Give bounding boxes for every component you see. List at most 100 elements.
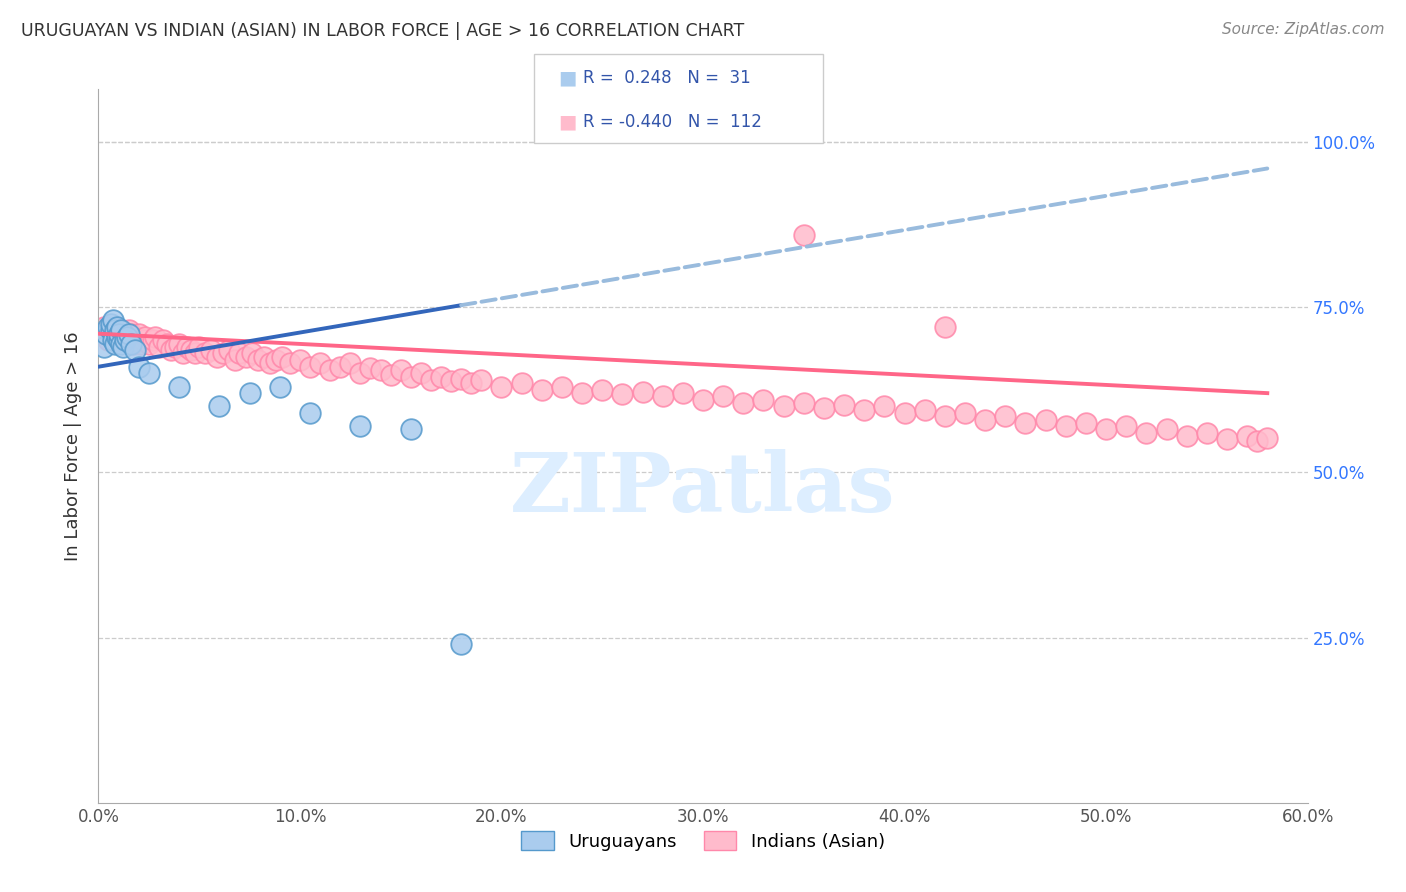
Point bbox=[389, 363, 412, 377]
Point bbox=[934, 409, 956, 424]
Point bbox=[134, 330, 156, 344]
Text: ■: ■ bbox=[558, 112, 576, 132]
Point bbox=[194, 346, 217, 360]
Point bbox=[184, 346, 207, 360]
Point bbox=[793, 396, 815, 410]
Point bbox=[460, 376, 482, 391]
Point bbox=[1156, 422, 1178, 436]
Point bbox=[571, 386, 593, 401]
Point bbox=[914, 402, 936, 417]
Point bbox=[120, 326, 142, 341]
Point bbox=[163, 340, 186, 354]
Point bbox=[1135, 425, 1157, 440]
Point bbox=[1216, 433, 1239, 447]
Point bbox=[1246, 434, 1268, 448]
Point bbox=[118, 323, 141, 337]
Point bbox=[105, 320, 128, 334]
Point bbox=[813, 401, 835, 415]
Point bbox=[111, 333, 134, 347]
Point bbox=[107, 326, 129, 341]
Point bbox=[129, 336, 152, 351]
Point bbox=[176, 340, 198, 354]
Point bbox=[115, 333, 138, 347]
Point bbox=[380, 368, 402, 382]
Point bbox=[160, 343, 183, 358]
Point bbox=[934, 320, 956, 334]
Point bbox=[93, 320, 115, 334]
Point bbox=[97, 320, 120, 334]
Point bbox=[349, 419, 371, 434]
Point bbox=[212, 346, 235, 360]
Point bbox=[1074, 416, 1097, 430]
Point bbox=[100, 323, 122, 337]
Point bbox=[1115, 419, 1137, 434]
Point bbox=[100, 317, 122, 331]
Point bbox=[188, 340, 211, 354]
Point bbox=[264, 353, 287, 368]
Point bbox=[110, 330, 132, 344]
Point bbox=[530, 383, 553, 397]
Point bbox=[450, 637, 472, 651]
Point bbox=[269, 379, 291, 393]
Point bbox=[240, 346, 263, 360]
Point bbox=[339, 356, 361, 370]
Point bbox=[118, 330, 141, 344]
Point bbox=[107, 333, 129, 347]
Point bbox=[228, 346, 250, 360]
Point bbox=[370, 363, 392, 377]
Point bbox=[152, 333, 174, 347]
Point bbox=[101, 313, 124, 327]
Point bbox=[772, 400, 794, 414]
Point bbox=[107, 323, 129, 337]
Point bbox=[399, 422, 422, 436]
Point bbox=[612, 387, 634, 401]
Point bbox=[148, 340, 170, 354]
Point bbox=[270, 350, 292, 364]
Point bbox=[200, 343, 222, 358]
Point bbox=[93, 340, 115, 354]
Point bbox=[101, 333, 124, 347]
Point bbox=[96, 326, 118, 341]
Point bbox=[100, 323, 122, 337]
Text: URUGUAYAN VS INDIAN (ASIAN) IN LABOR FORCE | AGE > 16 CORRELATION CHART: URUGUAYAN VS INDIAN (ASIAN) IN LABOR FOR… bbox=[21, 22, 744, 40]
Point bbox=[172, 346, 194, 360]
Point bbox=[711, 389, 734, 403]
Point bbox=[156, 336, 179, 351]
Y-axis label: In Labor Force | Age > 16: In Labor Force | Age > 16 bbox=[63, 331, 82, 561]
Point bbox=[832, 398, 855, 412]
Point bbox=[124, 343, 146, 358]
Point bbox=[239, 386, 262, 401]
Point bbox=[142, 333, 165, 347]
Point bbox=[288, 353, 311, 368]
Point bbox=[360, 361, 382, 376]
Point bbox=[111, 340, 134, 354]
Point bbox=[118, 326, 141, 341]
Point bbox=[440, 374, 463, 388]
Text: R = -0.440   N =  112: R = -0.440 N = 112 bbox=[583, 113, 762, 131]
Point bbox=[349, 367, 371, 381]
Text: ZIPatlas: ZIPatlas bbox=[510, 449, 896, 529]
Point bbox=[207, 350, 229, 364]
Point bbox=[1035, 412, 1057, 426]
Point bbox=[319, 363, 342, 377]
Point bbox=[953, 406, 976, 420]
Point bbox=[1095, 422, 1118, 436]
Point bbox=[208, 400, 231, 414]
Point bbox=[128, 359, 150, 374]
Point bbox=[167, 336, 190, 351]
Point bbox=[110, 323, 132, 337]
Point bbox=[235, 350, 257, 364]
Point bbox=[491, 379, 513, 393]
Point bbox=[430, 369, 453, 384]
Text: ■: ■ bbox=[558, 68, 576, 87]
Point bbox=[409, 367, 432, 381]
Point bbox=[138, 367, 160, 381]
Point bbox=[631, 384, 654, 399]
Point bbox=[893, 406, 915, 420]
Legend: Uruguayans, Indians (Asian): Uruguayans, Indians (Asian) bbox=[515, 824, 891, 858]
Point bbox=[259, 356, 281, 370]
Point bbox=[692, 392, 714, 407]
Point bbox=[218, 343, 240, 358]
Point bbox=[1014, 416, 1036, 430]
Point bbox=[114, 333, 136, 347]
